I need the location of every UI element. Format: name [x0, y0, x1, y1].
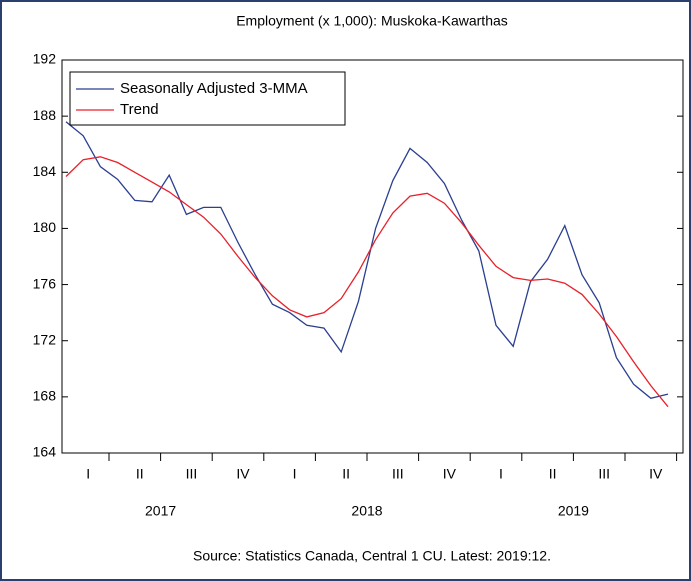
series-line [65, 156, 669, 408]
y-tick-label: 180 [33, 219, 57, 235]
legend-label: Seasonally Adjusted 3-MMA [120, 80, 308, 97]
x-tick-label: III [392, 466, 404, 482]
y-tick-label: 184 [33, 163, 57, 179]
x-tick-label: II [549, 466, 557, 482]
plot-area [61, 59, 684, 454]
series-line [65, 121, 669, 400]
x-tick-label: I [499, 466, 503, 482]
x-tick-label: III [186, 466, 198, 482]
x-tick-label: III [598, 466, 610, 482]
year-label: 2019 [558, 503, 589, 519]
year-label: 2017 [145, 503, 176, 519]
chart-title: Employment (x 1,000): Muskoka-Kawarthas [236, 13, 508, 29]
y-tick-label: 168 [33, 388, 57, 404]
x-tick-label: II [342, 466, 350, 482]
source-note: Source: Statistics Canada, Central 1 CU.… [193, 548, 551, 564]
y-tick-label: 164 [33, 444, 57, 460]
legend-box [69, 71, 346, 126]
x-tick-label: I [86, 466, 90, 482]
y-tick-label: 176 [33, 275, 57, 291]
x-tick-label: IV [236, 466, 250, 482]
x-tick-label: IV [443, 466, 457, 482]
year-label: 2018 [351, 503, 382, 519]
x-tick-label: II [136, 466, 144, 482]
y-tick-label: 172 [33, 331, 57, 347]
legend-label: Trend [120, 101, 159, 118]
y-tick-label: 192 [33, 51, 57, 67]
y-tick-label: 188 [33, 107, 57, 123]
x-tick-label: I [293, 466, 297, 482]
x-tick-label: IV [649, 466, 663, 482]
